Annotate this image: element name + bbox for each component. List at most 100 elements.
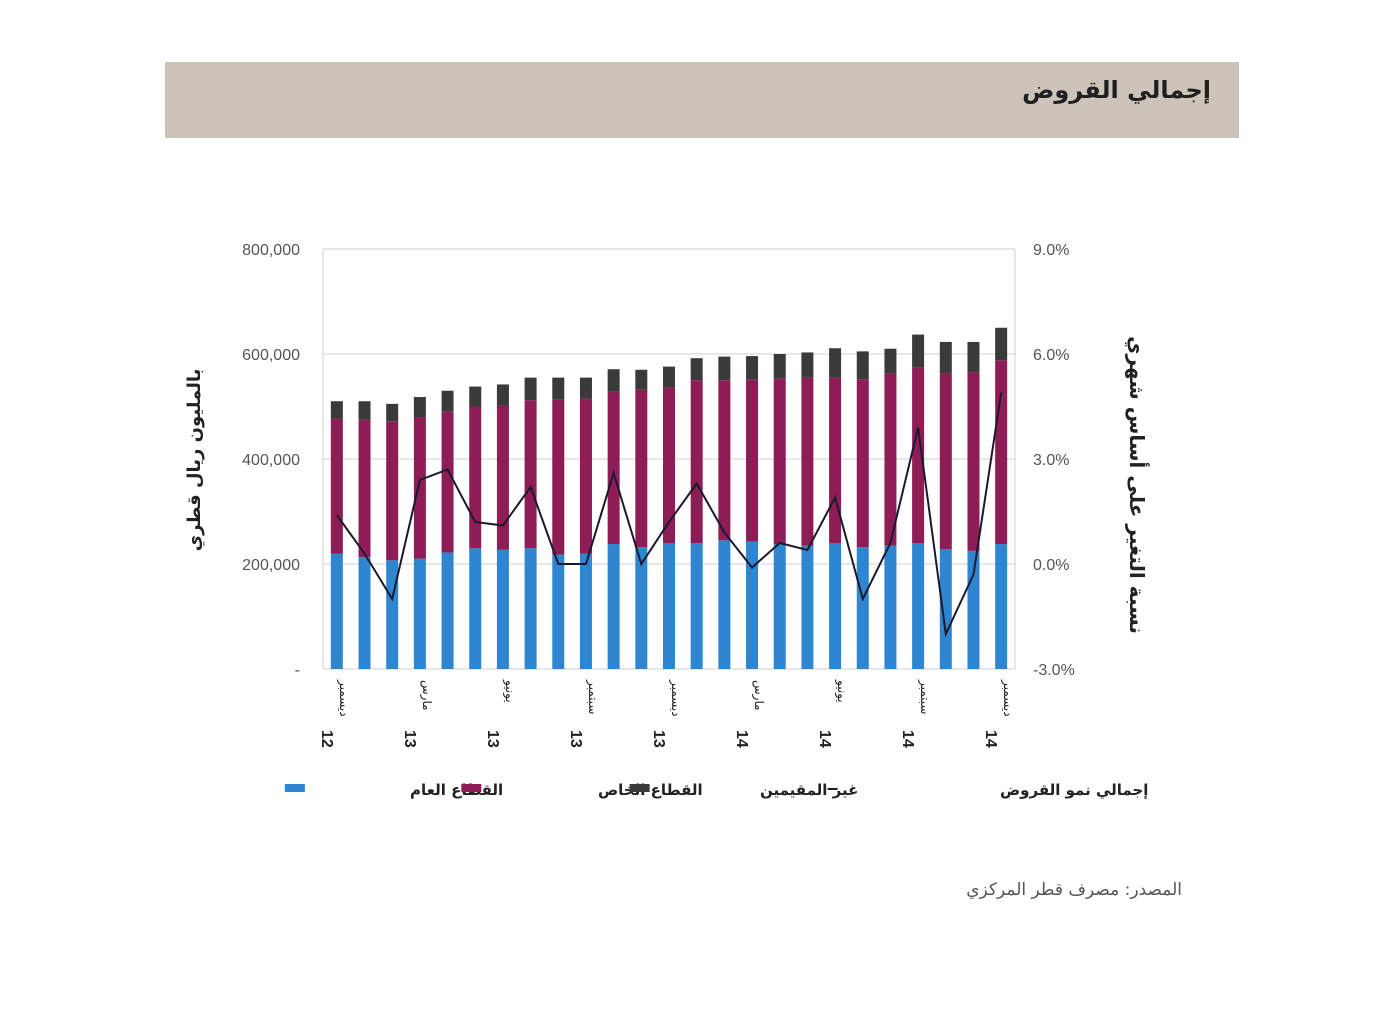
legend-item: القطاع الخاص <box>461 781 703 799</box>
bar-nonresident <box>469 386 482 407</box>
bar-nonresident <box>330 401 343 419</box>
bar-nonresident <box>524 377 537 401</box>
bar-public <box>330 553 343 669</box>
bar-private <box>496 405 509 550</box>
bar-private <box>413 417 426 559</box>
bar-public <box>995 544 1008 669</box>
legend-item: غير المقيمين <box>629 781 858 799</box>
bar-nonresident <box>912 334 925 368</box>
bar-public <box>746 541 759 669</box>
bar-public <box>469 548 482 669</box>
bar-nonresident <box>579 377 592 399</box>
bar-private <box>635 389 648 548</box>
bar-public <box>773 544 786 669</box>
y2-axis-title: نسبة التغير على أساس شهري <box>1124 336 1151 634</box>
bar-private <box>912 367 925 543</box>
y-tick-label: 200,000 <box>242 557 300 574</box>
bar-public <box>552 554 565 669</box>
bar-public <box>358 557 371 669</box>
bar-nonresident <box>856 351 869 380</box>
x-tick-year: 14 <box>899 730 916 748</box>
axes: - 200,000 400,000 600,000 800,000 -3.0% 0.0% 3.… <box>184 242 1151 748</box>
bar-public <box>718 540 731 669</box>
x-tick-label: سبتمبر 13 <box>567 679 600 748</box>
legend-swatch <box>629 784 650 792</box>
bar-nonresident <box>635 369 648 390</box>
bar-private <box>801 377 814 546</box>
bar-nonresident <box>995 327 1008 361</box>
x-tick-label: مارس 13 <box>401 680 434 748</box>
x-tick-year: 14 <box>982 730 999 748</box>
bar-nonresident <box>690 358 703 381</box>
bars <box>330 327 1008 669</box>
bar-private <box>773 378 786 545</box>
bar-public <box>939 549 952 669</box>
growth-line-path <box>335 392 1003 638</box>
x-tick-month: يونيو <box>502 679 517 703</box>
bar-public <box>607 544 620 669</box>
bar-private <box>663 387 675 543</box>
y2-tick-label: 3.0% <box>1033 452 1069 469</box>
bar-private <box>469 406 482 549</box>
legend-label: القطاع العام <box>410 781 503 799</box>
bar-private <box>607 391 620 545</box>
y2-tick-label: -3.0% <box>1033 662 1075 679</box>
bar-private <box>746 379 759 542</box>
bar-private <box>967 372 980 551</box>
bar-private <box>330 418 343 554</box>
bar-public <box>579 553 592 669</box>
bar-public <box>856 547 869 669</box>
bar-private <box>829 377 842 543</box>
bar-nonresident <box>358 401 371 420</box>
bar-nonresident <box>663 366 675 388</box>
bar-nonresident <box>386 403 399 422</box>
bar-nonresident <box>884 348 897 374</box>
bar-nonresident <box>718 356 731 381</box>
bar-public <box>663 543 675 669</box>
y2-tick-label: 0.0% <box>1033 557 1069 574</box>
bar-private <box>884 373 897 546</box>
bar-private <box>939 373 952 550</box>
x-tick-label: يونيو 13 <box>484 679 517 748</box>
y-tick-label: 600,000 <box>242 347 300 364</box>
bar-nonresident <box>967 341 980 373</box>
bar-private <box>358 419 371 558</box>
bar-nonresident <box>607 369 620 392</box>
x-tick-year: 14 <box>733 730 750 748</box>
bar-nonresident <box>413 397 426 417</box>
legend: القطاع العام القطاع الخاص غير المقيمين إجما… <box>284 781 1148 799</box>
bar-private <box>995 360 1008 545</box>
source-note: المصدر: مصرف قطر المركزي <box>966 880 1182 900</box>
bar-private <box>552 399 565 555</box>
x-tick-month: ديسمبر <box>1000 679 1015 717</box>
x-tick-month: مارس <box>419 680 434 711</box>
x-tick-month: يونيو <box>834 679 849 703</box>
bar-private <box>441 411 454 553</box>
bar-public <box>801 545 814 669</box>
bar-public <box>690 543 703 669</box>
x-tick-month: سبتمبر <box>585 679 600 714</box>
x-tick-label: مارس 14 <box>733 680 766 748</box>
bar-public <box>441 552 454 669</box>
title-banner: إجمالي القروض <box>165 62 1239 138</box>
x-tick-label: سبتمبر 14 <box>899 679 932 748</box>
x-tick-year: 13 <box>484 730 501 748</box>
legend-label: القطاع الخاص <box>598 781 703 799</box>
x-tick-year: 13 <box>567 730 584 748</box>
x-tick-year: 14 <box>816 730 833 748</box>
bar-private <box>386 421 399 561</box>
bar-public <box>524 548 537 669</box>
y-tick-label: - <box>295 662 300 679</box>
bar-private <box>718 380 731 541</box>
legend-label: غير المقيمين <box>760 781 858 799</box>
y2-tick-label: 6.0% <box>1033 347 1069 364</box>
x-tick-year: 13 <box>401 730 418 748</box>
page-title: إجمالي القروض <box>1022 76 1211 104</box>
bar-public <box>496 549 509 669</box>
bar-private <box>524 400 537 549</box>
y2-tick-label: 9.0% <box>1033 242 1069 259</box>
bar-public <box>829 543 842 669</box>
